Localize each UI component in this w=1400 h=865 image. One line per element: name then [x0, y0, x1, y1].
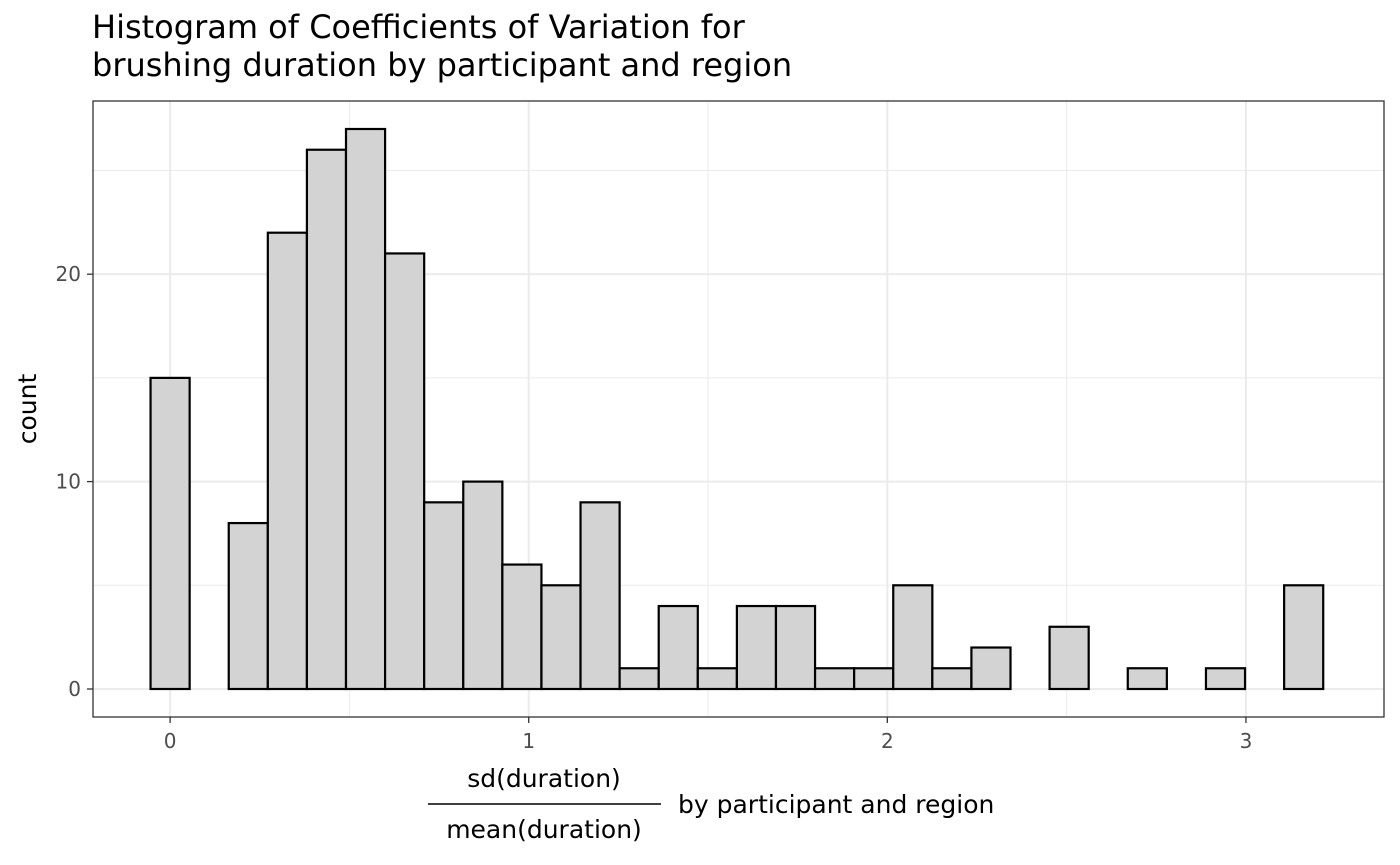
chart-title: Histogram of Coefficients of Variation f…: [92, 8, 1292, 84]
histogram-bar: [1204, 667, 1247, 691]
x-axis-title-denominator: mean(duration): [446, 815, 642, 844]
x-tick-label: 1: [522, 729, 535, 753]
histogram-bar: [305, 148, 348, 691]
histogram-bar: [618, 667, 660, 691]
histogram-bar: [853, 667, 895, 691]
histogram-bar: [970, 646, 1012, 691]
histogram-bar: [501, 563, 543, 691]
histogram-bar: [540, 584, 582, 691]
histogram-bar: [1126, 667, 1168, 691]
histogram-bar: [227, 521, 269, 691]
histogram-bar: [931, 667, 973, 691]
panel-border: [92, 100, 1385, 718]
chart-title-line-1: Histogram of Coefficients of Variation f…: [92, 8, 745, 46]
histogram-bar: [149, 376, 191, 691]
histogram-bar: [657, 604, 699, 691]
x-tick-label: 2: [881, 729, 894, 753]
histogram-bar: [344, 127, 387, 691]
histogram-bar: [1048, 625, 1090, 691]
histogram-bar: [774, 604, 817, 691]
y-tick-label: 20: [56, 262, 81, 286]
histogram-bar: [813, 667, 856, 691]
y-tick-label: 10: [56, 470, 81, 494]
x-axis-title-suffix: by participant and region: [678, 790, 994, 819]
histogram-bar: [696, 667, 738, 691]
histogram-bar: [383, 252, 426, 691]
histogram-bar: [462, 480, 504, 691]
x-tick-label: 0: [164, 729, 177, 753]
histogram-bar: [266, 231, 309, 691]
x-axis-title-numerator: sd(duration): [467, 764, 621, 793]
chart-title-line-2: brushing duration by participant and reg…: [92, 46, 793, 84]
histogram-bar: [579, 501, 621, 691]
histogram-bars: [149, 127, 1325, 691]
y-axis-title: count: [13, 374, 42, 445]
histogram-bar: [892, 584, 934, 691]
axis-ticks: 0 1 2 3 0 10 20: [56, 262, 1253, 753]
histogram-bar: [735, 604, 778, 691]
histogram-bar: [1283, 584, 1325, 691]
y-tick-label: 0: [68, 677, 81, 701]
x-tick-label: 3: [1240, 729, 1253, 753]
histogram-bar: [423, 501, 465, 691]
